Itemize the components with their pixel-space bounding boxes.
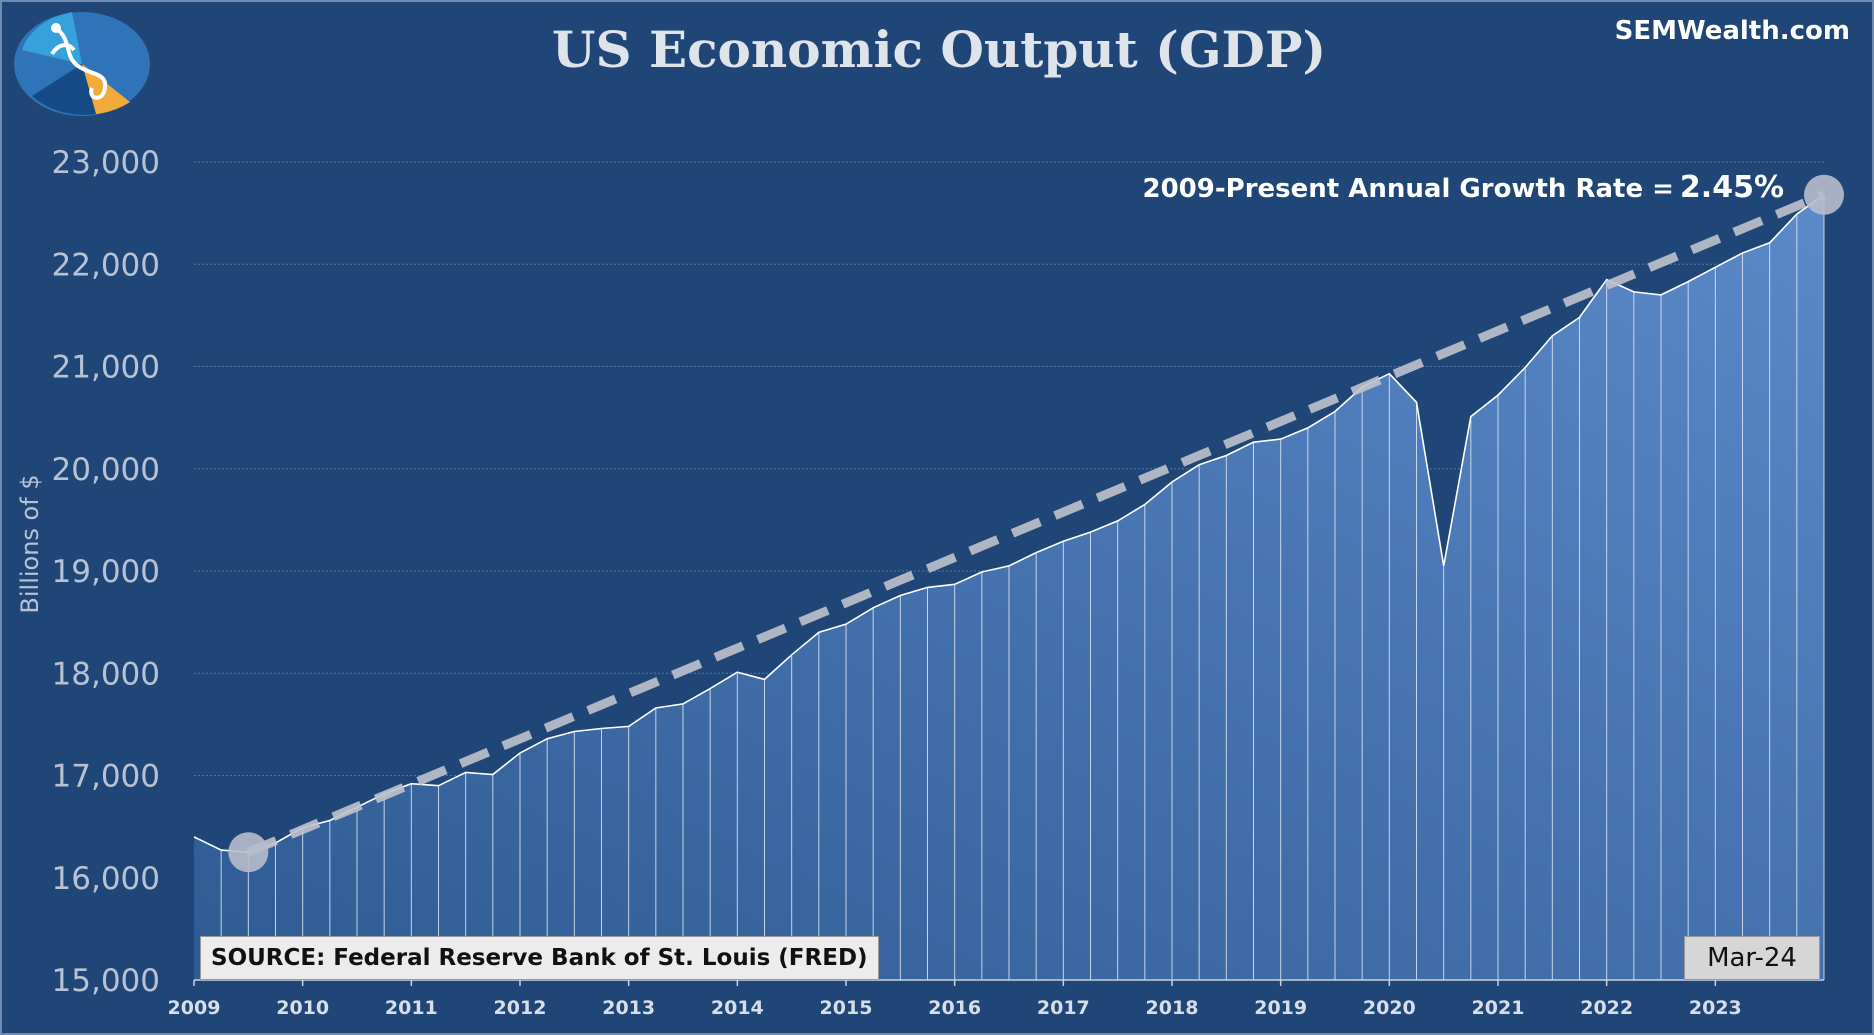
x-tick-label: 2013 xyxy=(602,997,655,1019)
x-tick-label: 2010 xyxy=(276,997,329,1019)
x-tick-label: 2012 xyxy=(494,997,547,1019)
source-label: SOURCE: Federal Reserve Bank of St. Loui… xyxy=(200,936,879,980)
x-tick-label: 2022 xyxy=(1580,997,1633,1019)
x-tick-label: 2020 xyxy=(1363,997,1416,1019)
trend-end-marker xyxy=(1804,174,1844,215)
x-tick-label: 2016 xyxy=(928,997,981,1019)
as-of-date: Mar-24 xyxy=(1684,936,1820,980)
x-tick-label: 2014 xyxy=(711,997,764,1019)
trend-start-marker xyxy=(228,832,269,873)
y-tick-label: 16,000 xyxy=(52,861,160,897)
y-tick-label: 20,000 xyxy=(52,452,160,488)
x-tick-label: 2017 xyxy=(1037,997,1090,1019)
gdp-line xyxy=(193,194,1825,854)
y-tick-label: 21,000 xyxy=(52,350,160,386)
growth-annotation: 2009-Present Annual Growth Rate = 2.45% xyxy=(1142,170,1784,205)
trend-line xyxy=(246,190,1826,857)
x-tick-label: 2011 xyxy=(385,997,438,1019)
brand-label: SEMWealth.com xyxy=(1614,16,1850,46)
x-tick-label: 2009 xyxy=(168,997,221,1019)
y-tick-label: 19,000 xyxy=(52,554,160,590)
y-tick-label: 18,000 xyxy=(52,656,160,692)
y-tick-label: 17,000 xyxy=(52,759,160,795)
chart-title: US Economic Output (GDP) xyxy=(551,20,1327,79)
growth-label: 2009-Present Annual Growth Rate = xyxy=(1142,174,1674,204)
logo xyxy=(12,10,152,123)
x-tick-label: 2023 xyxy=(1689,997,1742,1019)
y-tick-label: 15,000 xyxy=(52,963,160,999)
x-tick-label: 2015 xyxy=(820,997,873,1019)
y-tick-label: 22,000 xyxy=(52,247,160,283)
growth-rate: 2.45% xyxy=(1679,170,1784,205)
x-tick-label: 2019 xyxy=(1254,997,1307,1019)
y-axis-label: Billions of $ xyxy=(16,474,44,614)
x-tick-label: 2021 xyxy=(1472,997,1525,1019)
x-tick-label: 2018 xyxy=(1146,997,1199,1019)
y-tick-label: 23,000 xyxy=(52,145,160,181)
